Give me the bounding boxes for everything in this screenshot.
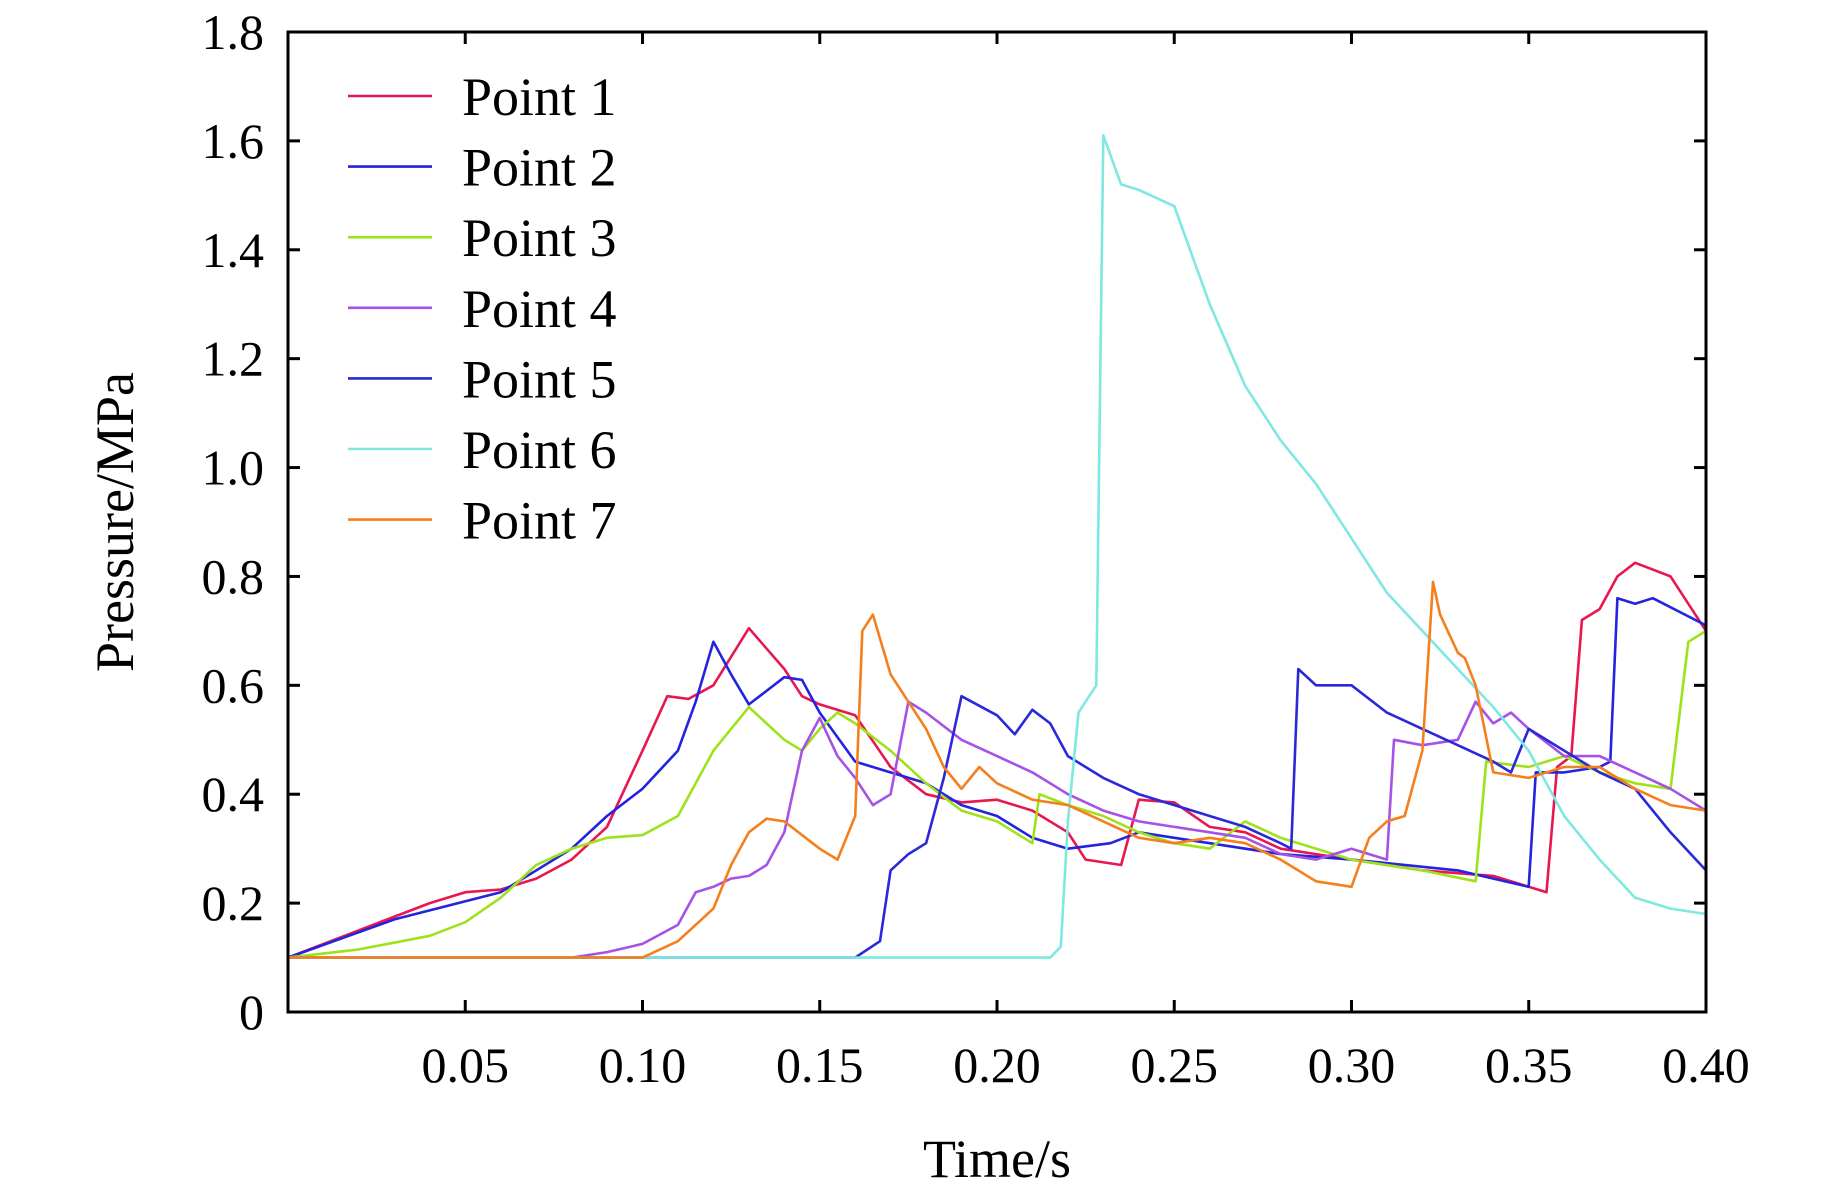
legend-label: Point 5 [462, 349, 617, 409]
legend-label: Point 7 [462, 491, 617, 551]
y-tick-label: 0.8 [202, 548, 265, 604]
legend-label: Point 2 [462, 138, 617, 198]
x-tick-label: 0.40 [1662, 1037, 1750, 1093]
x-axis-label: Time/s [923, 1129, 1071, 1189]
series-line-point-5 [286, 667, 1708, 959]
y-tick-label: 1.6 [202, 113, 265, 169]
x-tick-label: 0.15 [776, 1037, 864, 1093]
y-tick-label: 1.0 [202, 440, 265, 496]
series-line-point-6 [286, 134, 1708, 959]
y-tick-label: 1.4 [202, 222, 265, 278]
series-layer [286, 134, 1708, 959]
x-tick-label: 0.30 [1308, 1037, 1396, 1093]
ticks-layer [288, 30, 1708, 1014]
x-tick-label: 0.20 [953, 1037, 1041, 1093]
legend-label: Point 4 [462, 279, 617, 339]
series-line-point-7 [286, 580, 1708, 959]
series-line-point-2 [286, 596, 1708, 959]
y-tick-label: 0.4 [202, 766, 265, 822]
y-axis-label: Pressure/MPa [85, 372, 145, 672]
legend: Point 1 Point 2 Point 3 Point 4 Point 5 Point… [348, 67, 617, 551]
x-tick-label: 0.10 [599, 1037, 687, 1093]
series-line-point-3 [286, 629, 1708, 959]
x-tick-label: 0.35 [1485, 1037, 1573, 1093]
legend-label: Point 3 [462, 208, 617, 268]
series-line-point-4 [286, 700, 1708, 959]
legend-label: Point 1 [462, 67, 617, 127]
y-tick-label: 1.2 [202, 331, 265, 387]
y-tick-label: 0.2 [202, 875, 265, 931]
x-tick-label: 0.05 [422, 1037, 510, 1093]
y-tick-label: 0.6 [202, 657, 265, 713]
series-line-point-1 [286, 561, 1708, 959]
y-tick-label: 0 [239, 984, 264, 1040]
y-tick-label: 1.8 [202, 4, 265, 60]
tick-labels-layer: 0.05 0.10 0.15 0.20 0.25 0.30 0.35 0.40 0 0.2 0.4 0… [202, 4, 1750, 1093]
x-tick-label: 0.25 [1131, 1037, 1219, 1093]
legend-label: Point 6 [462, 420, 617, 480]
